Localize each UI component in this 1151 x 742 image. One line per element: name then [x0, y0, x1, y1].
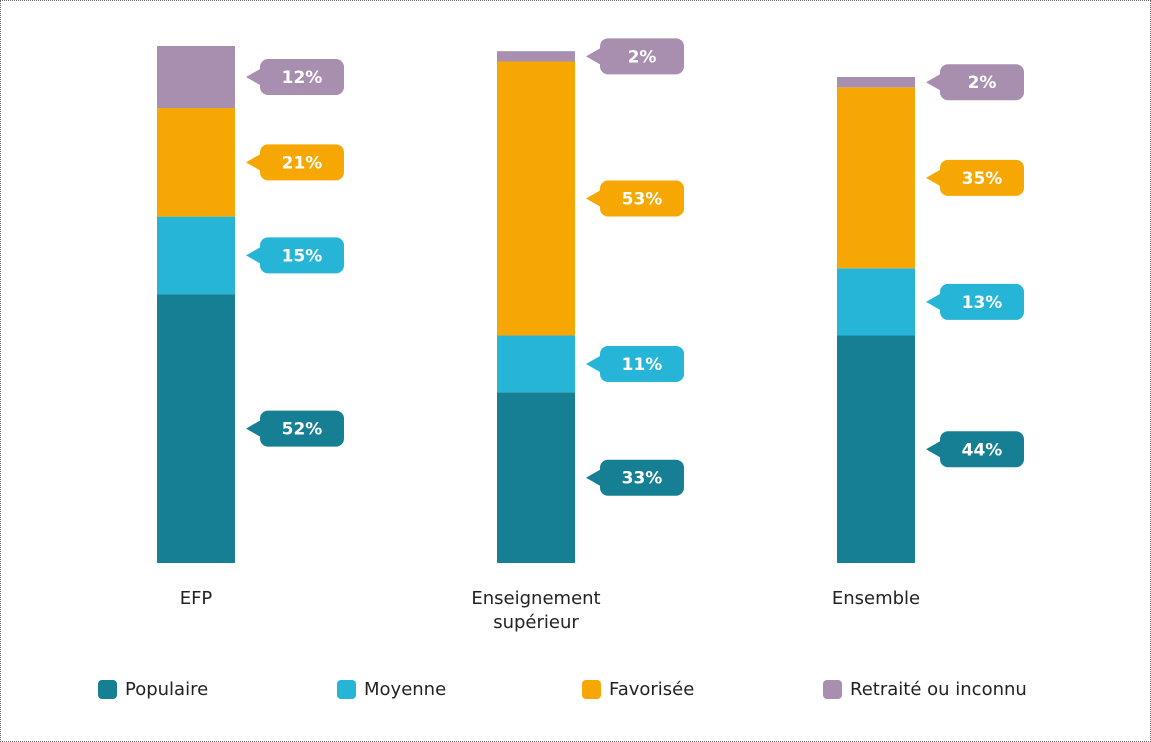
bar-segment [157, 46, 235, 109]
legend-item: Populaire [98, 679, 208, 700]
legend-swatch [582, 680, 601, 699]
callout [246, 154, 260, 171]
callout [586, 469, 600, 486]
legend-swatch [823, 680, 842, 699]
value-label: 2% [628, 47, 657, 67]
legend-swatch [337, 680, 356, 699]
legend-label: Favorisée [609, 679, 695, 700]
value-label: 13% [962, 293, 1003, 313]
callout [926, 441, 940, 458]
bar-segment [497, 392, 575, 563]
bar-segment [157, 108, 235, 217]
bar-segment [837, 77, 915, 88]
value-label: 52% [282, 420, 323, 440]
callout [600, 38, 684, 75]
value-label: 35% [962, 169, 1003, 189]
callout [246, 420, 260, 437]
legend-label: Moyenne [364, 679, 447, 700]
callout [260, 410, 344, 447]
bar-segment [157, 216, 235, 295]
bar-segment [837, 87, 915, 269]
bar-segment [157, 294, 235, 563]
callout [940, 431, 1024, 468]
callout [926, 293, 940, 310]
value-label: 44% [962, 440, 1003, 460]
value-label: 21% [282, 153, 323, 173]
bar-segment [837, 268, 915, 336]
x-tick-label: EFP [179, 588, 213, 609]
value-label: 33% [622, 469, 663, 489]
callout [260, 237, 344, 274]
callout [926, 74, 940, 91]
bar-segment [497, 61, 575, 336]
legend-item: Retraité ou inconnu [823, 679, 1027, 700]
callout [586, 190, 600, 207]
x-tick-label: Ensemble [831, 588, 921, 609]
callout [600, 180, 684, 217]
callout [260, 144, 344, 181]
callout [940, 159, 1024, 196]
legend-item: Favorisée [582, 679, 694, 700]
callout [260, 59, 344, 96]
bar-segment [497, 51, 575, 62]
legend-label: Populaire [125, 679, 209, 700]
bar-segment [497, 335, 575, 393]
callout [940, 64, 1024, 101]
callout [246, 247, 260, 264]
callout [586, 355, 600, 372]
legend-label: Retraité ou inconnu [850, 679, 1027, 700]
legend-item: Moyenne [337, 679, 446, 700]
value-label: 53% [622, 190, 663, 210]
legend-swatch [98, 680, 117, 699]
value-label: 11% [622, 355, 663, 375]
value-label: 15% [282, 246, 323, 266]
callout [926, 169, 940, 186]
callout [600, 459, 684, 496]
value-label: 2% [968, 73, 997, 93]
x-tick-label: Enseignement supérieur [471, 588, 601, 633]
value-label: 12% [282, 68, 323, 88]
callout [600, 345, 684, 382]
callout [246, 69, 260, 86]
callout [586, 48, 600, 65]
bar-segment [837, 335, 915, 563]
callout [940, 283, 1024, 320]
